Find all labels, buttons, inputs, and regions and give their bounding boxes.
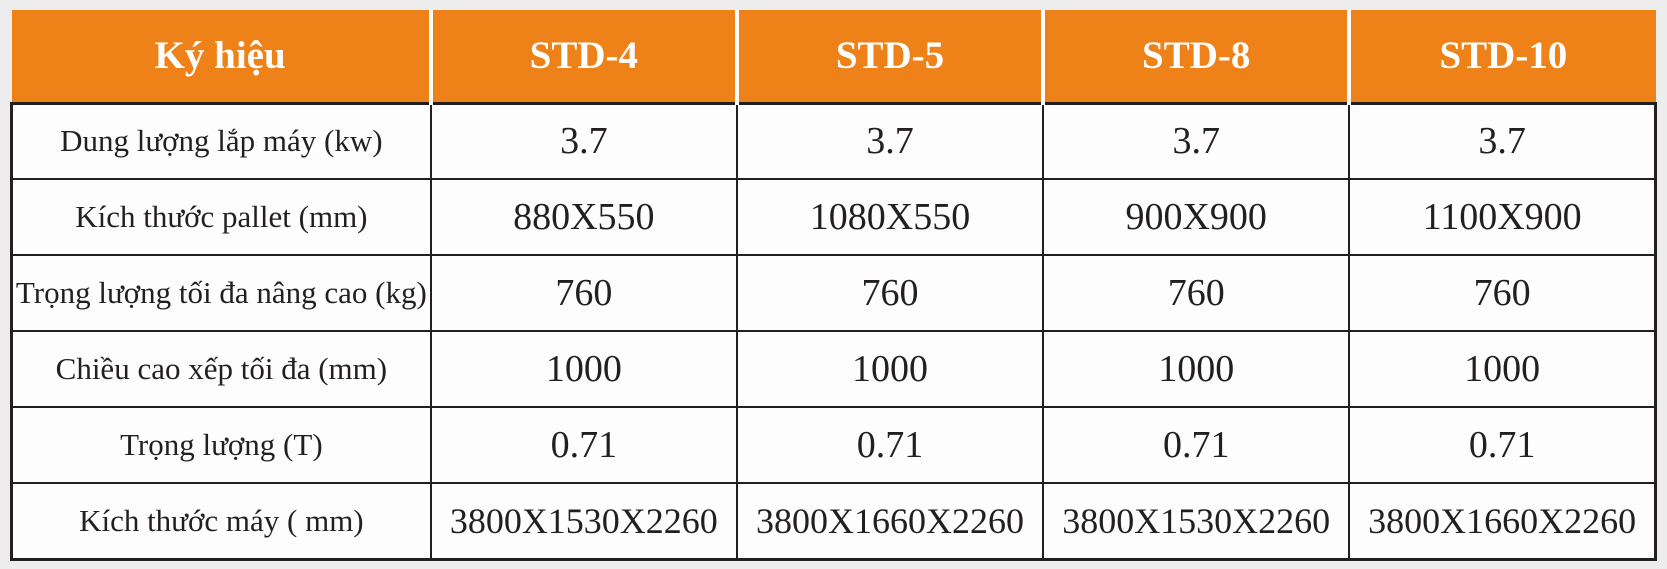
table-row: Trọng lượng (T) 0.71 0.71 0.71 0.71 [10,406,1657,484]
value-cell: 760 [735,254,1045,332]
value-cell: 3800X1660X2260 [1348,482,1657,560]
row-label: Chiều cao xếp tối đa (mm) [10,330,432,408]
value-cell: 900X900 [1042,178,1351,256]
table-header: Ký hiệu STD-4 STD-5 STD-8 STD-10 [11,10,1656,103]
value-cell: 1000 [735,330,1045,408]
header-cell-model: STD-4 [428,10,737,103]
header-cell-ky-hieu: Ký hiệu [11,10,431,103]
value-cell: 3800X1530X2260 [1042,482,1351,560]
value-cell: 3.7 [1348,102,1657,180]
row-label: Dung lượng lắp máy (kw) [10,102,432,180]
value-cell: 3.7 [735,102,1045,180]
header-cell-model: STD-5 [734,10,1044,103]
header-cell-model: STD-8 [1041,10,1350,103]
value-cell: 1000 [1348,330,1657,408]
table-body: Dung lượng lắp máy (kw) 3.7 3.7 3.7 3.7 Kích … [10,102,1657,560]
value-cell: 760 [429,254,738,332]
table-row: Trọng lượng tối đa nâng cao (kg) 760 760 76… [10,254,1657,332]
value-cell: 0.71 [429,406,738,484]
value-cell: 760 [1348,254,1657,332]
value-cell: 1100X900 [1348,178,1657,256]
row-label: Trọng lượng tối đa nâng cao (kg) [10,254,432,332]
header-row: Ký hiệu STD-4 STD-5 STD-8 STD-10 [11,10,1656,103]
row-label: Kích thước pallet (mm) [10,178,432,256]
value-cell: 0.71 [1348,406,1657,484]
value-cell: 880X550 [429,178,738,256]
value-cell: 3.7 [429,102,738,180]
table-row: Kích thước máy ( mm) 3800X1530X2260 3800X1… [10,482,1657,560]
value-cell: 760 [1042,254,1351,332]
row-label: Kích thước máy ( mm) [10,482,432,560]
table-row: Dung lượng lắp máy (kw) 3.7 3.7 3.7 3.7 [10,102,1657,180]
table-row: Chiều cao xếp tối đa (mm) 1000 1000 1000 100… [10,330,1657,408]
value-cell: 3800X1660X2260 [735,482,1045,560]
value-cell: 0.71 [1042,406,1351,484]
value-cell: 1000 [429,330,738,408]
spec-table: Ký hiệu STD-4 STD-5 STD-8 STD-10 Dung lượng … [10,10,1657,561]
header-cell-model: STD-10 [1347,10,1656,103]
value-cell: 1080X550 [735,178,1045,256]
row-label: Trọng lượng (T) [10,406,432,484]
value-cell: 1000 [1042,330,1351,408]
spec-table-container: Ký hiệu STD-4 STD-5 STD-8 STD-10 Dung lượng … [10,10,1657,560]
value-cell: 0.71 [735,406,1045,484]
value-cell: 3800X1530X2260 [429,482,738,560]
table-row: Kích thước pallet (mm) 880X550 1080X550 900… [10,178,1657,256]
value-cell: 3.7 [1042,102,1351,180]
